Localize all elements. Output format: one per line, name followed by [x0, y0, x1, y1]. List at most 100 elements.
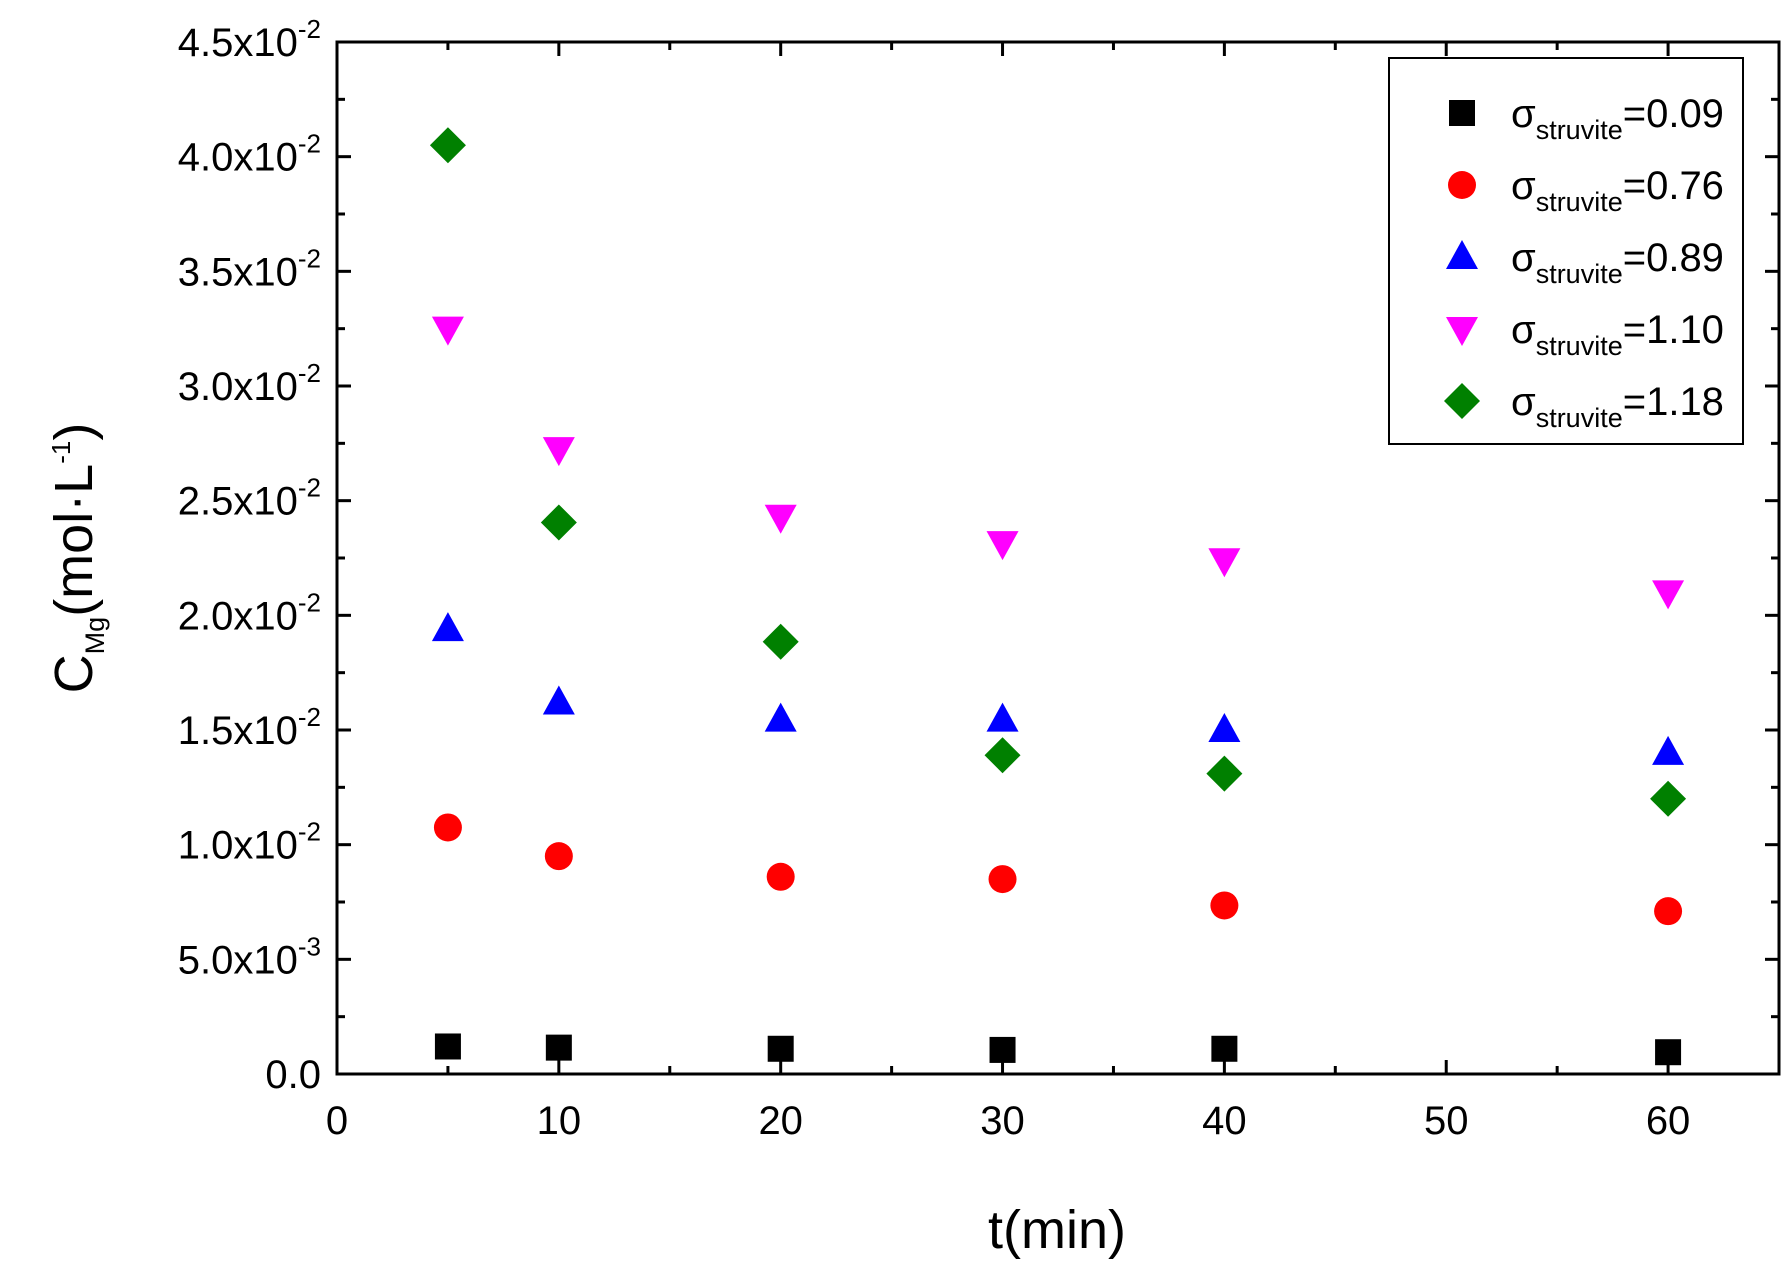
legend-entry: σstruvite=0.89: [1511, 236, 1724, 289]
legend-value: =1.18: [1623, 380, 1724, 424]
y-tick-label: 5.0x10-3: [178, 931, 321, 982]
legend-sigma: σ: [1511, 236, 1536, 280]
legend-sigma: σ: [1511, 308, 1536, 352]
data-point: [986, 702, 1019, 732]
legend-value: =0.09: [1623, 92, 1724, 136]
y-tick-mantissa: 4.5x10: [178, 21, 298, 65]
legend-value: =0.76: [1623, 164, 1724, 208]
y-tick-exponent: -2: [298, 702, 321, 732]
y-tick-mantissa: 0.0: [265, 1053, 321, 1097]
legend-box: [1388, 57, 1744, 445]
x-tick-label: 30: [980, 1099, 1025, 1143]
y-axis-title: CMg(mol·L-1): [44, 423, 110, 694]
data-point: [988, 865, 1017, 894]
data-points: [429, 127, 1687, 1066]
y-tick-label: 0.0: [265, 1053, 321, 1097]
x-tick-label: 20: [758, 1099, 803, 1143]
data-point: [1211, 1035, 1238, 1062]
data-point: [431, 612, 464, 642]
y-tick-exponent: -2: [298, 473, 321, 503]
legend-entry: σstruvite=0.09: [1511, 92, 1724, 145]
y-tick-mantissa: 1.0x10: [178, 824, 298, 868]
y-tick-exponent: -2: [298, 129, 321, 159]
x-tick-label: 60: [1646, 1099, 1691, 1143]
y-tick-exponent: -2: [298, 358, 321, 388]
legend-sub: struvite: [1536, 259, 1623, 289]
data-point: [540, 504, 577, 541]
data-point: [767, 1035, 794, 1062]
data-point: [1208, 548, 1241, 578]
series-square: [434, 1033, 1682, 1066]
y-tick-mantissa: 3.5x10: [178, 250, 298, 294]
data-point: [544, 842, 573, 871]
y-axis-title-sup: -1: [46, 441, 76, 464]
data-point: [986, 531, 1019, 561]
data-point: [429, 127, 466, 164]
y-tick-label: 1.0x10-2: [178, 817, 321, 868]
data-point: [989, 1036, 1016, 1063]
y-axis-title-main: C: [44, 654, 104, 693]
data-point: [1650, 780, 1687, 817]
y-tick-label: 2.5x10-2: [178, 473, 321, 524]
legend-sigma: σ: [1511, 164, 1536, 208]
x-tick-label: 0: [326, 1099, 348, 1143]
y-tick-label: 4.0x10-2: [178, 129, 321, 180]
series-diamond: [429, 127, 1687, 817]
x-tick-label: 40: [1202, 1099, 1247, 1143]
legend: σstruvite=0.09σstruvite=0.76σstruvite=0.…: [1388, 57, 1744, 445]
data-point: [1210, 891, 1239, 920]
data-point: [1652, 580, 1685, 610]
legend-sub: struvite: [1536, 403, 1623, 433]
series-circle: [433, 813, 1683, 926]
x-tick-label: 50: [1424, 1099, 1469, 1143]
data-point: [542, 685, 575, 715]
y-tick-label: 2.0x10-2: [178, 587, 321, 638]
y-tick-mantissa: 3.0x10: [178, 365, 298, 409]
data-point: [431, 316, 464, 346]
legend-entry: σstruvite=1.10: [1511, 308, 1724, 361]
data-point: [1655, 1039, 1682, 1066]
legend-value: =1.10: [1623, 308, 1724, 352]
legend-marker: [1449, 100, 1475, 126]
legend-marker: [1446, 317, 1478, 346]
y-tick-label: 3.0x10-2: [178, 358, 321, 409]
y-tick-exponent: -2: [298, 14, 321, 44]
data-point: [1652, 735, 1685, 765]
legend-sigma: σ: [1511, 380, 1536, 424]
y-tick-label: 4.5x10-2: [178, 14, 321, 65]
data-point: [764, 702, 797, 732]
data-point: [434, 1033, 461, 1060]
legend-value: =0.89: [1623, 236, 1724, 280]
y-tick-exponent: -2: [298, 243, 321, 273]
y-axis-title-close: ): [44, 423, 104, 441]
x-tick-label: 10: [537, 1099, 582, 1143]
data-point: [433, 813, 462, 842]
legend-sigma: σ: [1511, 92, 1536, 136]
data-point: [762, 623, 799, 660]
y-tick-labels: 0.05.0x10-31.0x10-21.5x10-22.0x10-22.5x1…: [178, 14, 321, 1097]
y-tick-label: 3.5x10-2: [178, 243, 321, 294]
y-tick-exponent: -2: [298, 587, 321, 617]
axis-ticks: [335, 40, 1781, 1076]
legend-sub: struvite: [1536, 187, 1623, 217]
y-tick-label: 1.5x10-2: [178, 702, 321, 753]
data-point: [542, 437, 575, 467]
y-tick-mantissa: 2.5x10: [178, 480, 298, 524]
data-point: [1206, 755, 1243, 792]
series-triangle-up: [431, 612, 1685, 765]
series-triangle-down: [431, 316, 1685, 610]
legend-sub: struvite: [1536, 331, 1623, 361]
y-tick-mantissa: 1.5x10: [178, 709, 298, 753]
legend-sub: struvite: [1536, 115, 1623, 145]
data-point: [984, 737, 1021, 774]
x-tick-labels: 0 10 20 30 40 50 60: [326, 1099, 1690, 1143]
legend-entry: σstruvite=1.18: [1511, 380, 1724, 433]
y-tick-exponent: -3: [298, 931, 321, 961]
y-tick-mantissa: 4.0x10: [178, 136, 298, 180]
y-tick-mantissa: 5.0x10: [178, 938, 298, 982]
data-point: [545, 1034, 572, 1061]
legend-marker: [1448, 171, 1476, 199]
legend-marker: [1446, 240, 1478, 269]
x-axis-title: t(min): [988, 1200, 1126, 1260]
